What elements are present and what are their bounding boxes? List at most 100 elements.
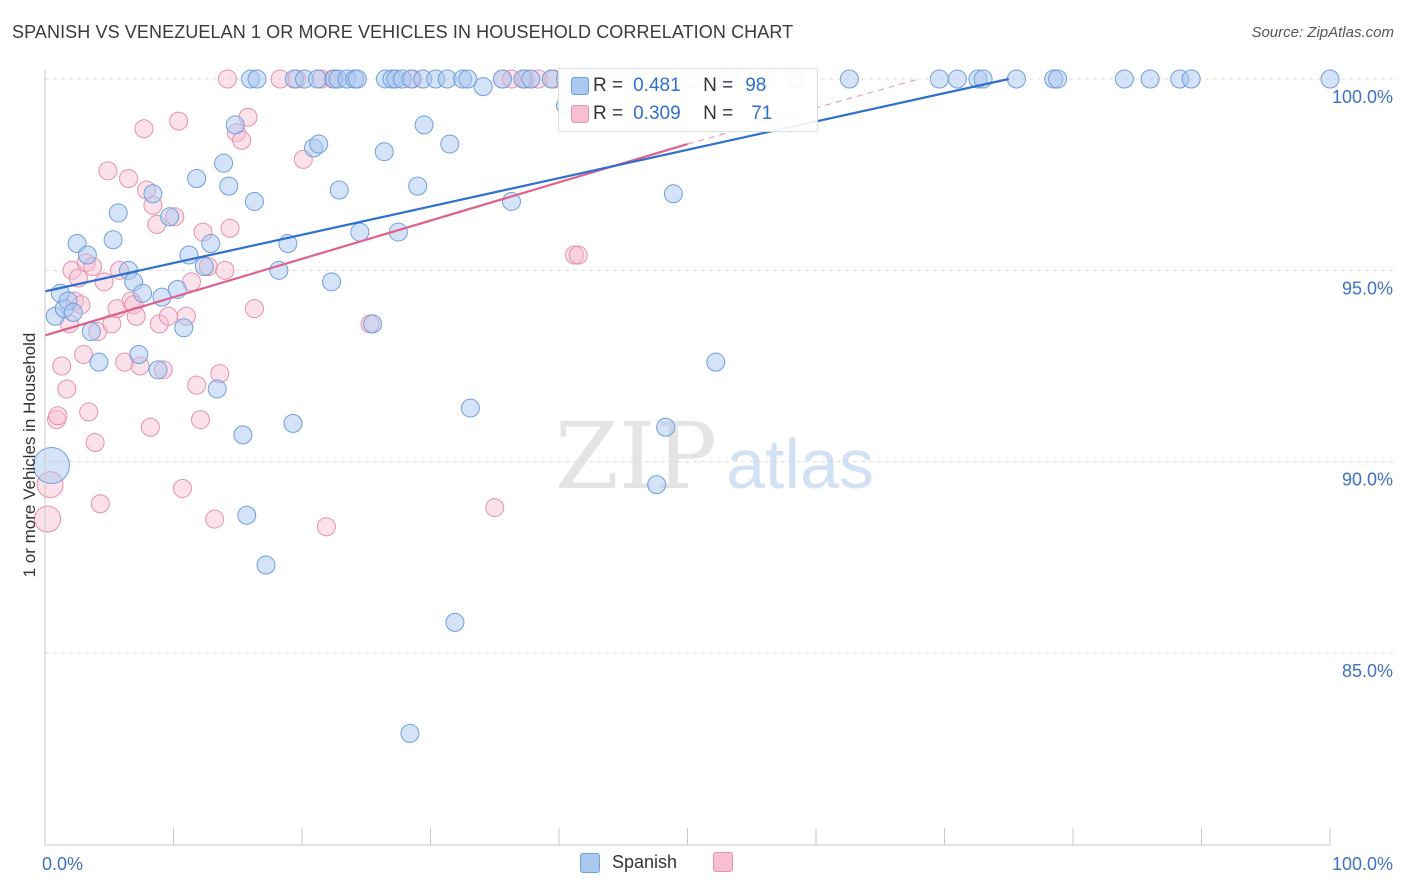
spanish-point: [492, 69, 512, 89]
spanish-point: [194, 257, 214, 277]
y-tick-label: 95.0%: [1342, 278, 1393, 298]
spanish-point: [473, 77, 493, 97]
legend-label-spanish: Spanish: [612, 852, 678, 872]
x-tick-label: 0.0%: [42, 854, 83, 874]
spanish-point: [1320, 69, 1340, 89]
y-axis-label: 1 or more Vehicles in Household: [20, 332, 39, 578]
venezuelan-point: [205, 509, 225, 529]
spanish-point: [174, 318, 194, 338]
spanish-point: [1181, 69, 1201, 89]
spanish-swatch: [580, 852, 600, 873]
spanish-point: [414, 115, 434, 135]
spanish-point: [1006, 69, 1026, 89]
spanish-point: [947, 69, 967, 89]
venezuelan-point: [187, 375, 207, 395]
venezuelan-point: [568, 245, 588, 265]
spanish-point: [247, 69, 267, 89]
spanish-trend-line: [44, 77, 1009, 293]
n-label: N =: [703, 103, 734, 124]
spanish-point: [201, 234, 221, 254]
watermark-zip: ZIP: [555, 403, 717, 510]
spanish-r-value: 0.481: [633, 75, 681, 96]
legend-item-spanish[interactable]: Spanish: [580, 852, 677, 873]
spanish-point: [244, 191, 264, 211]
spanish-point: [129, 345, 149, 365]
venezuelan-point: [220, 218, 240, 238]
y-tick-label: 85.0%: [1342, 661, 1393, 681]
spanish-point: [160, 207, 180, 227]
legend-item-venezuelans[interactable]: [713, 852, 745, 872]
spanish-point: [350, 222, 370, 242]
spanish-point: [219, 176, 239, 196]
trend-lines: [44, 77, 1009, 337]
spanish-point: [374, 142, 394, 162]
venezuelan-point: [316, 517, 336, 537]
venezuelan-point: [215, 260, 235, 280]
venezuelan-trend-extension: [687, 78, 919, 145]
venezuelan-point: [57, 379, 77, 399]
venezuelan-point: [90, 494, 110, 514]
spanish-point: [347, 69, 367, 89]
spanish-point: [225, 115, 245, 135]
venezuelan-point: [85, 433, 105, 453]
spanish-point: [322, 272, 342, 292]
n-label: N =: [703, 75, 734, 96]
watermark-atlas: atlas: [726, 425, 874, 503]
spanish-point: [1114, 69, 1134, 89]
spanish-point: [148, 360, 168, 380]
x-tick-label: 100.0%: [1332, 854, 1393, 874]
venezuelan-point: [34, 505, 62, 533]
spanish-point: [460, 398, 480, 418]
spanish-point: [214, 153, 234, 173]
y-tick-label: 90.0%: [1342, 470, 1393, 490]
spanish-point: [256, 555, 276, 575]
spanish-point: [521, 69, 541, 89]
spanish-point: [400, 723, 420, 743]
spanish-point: [929, 69, 949, 89]
spanish-point: [133, 283, 153, 303]
venezuelan-point: [158, 306, 178, 326]
venezuelan-n-value: 71: [751, 103, 773, 124]
r-label: R =: [593, 75, 624, 96]
venezuelan-point: [52, 356, 72, 376]
source-label: Source: ZipAtlas.com: [1251, 24, 1394, 41]
venezuelan-point: [140, 417, 160, 437]
spanish-point: [663, 184, 683, 204]
venezuelan-point: [217, 69, 237, 89]
spanish-point: [363, 314, 383, 334]
venezuelan-point: [169, 111, 189, 131]
correlation-legend: R = 0.481 N = 98 R = 0.309 N = 71: [558, 68, 818, 132]
spanish-point: [329, 180, 349, 200]
venezuelan-point: [74, 345, 94, 365]
spanish-point: [1140, 69, 1160, 89]
spanish-point: [440, 134, 460, 154]
spanish-point: [187, 168, 207, 188]
grid: 85.0% 90.0% 95.0% 100.0%: [45, 78, 1394, 681]
spanish-point: [1048, 69, 1068, 89]
bottom-legend: Spanish: [0, 852, 1406, 878]
spanish-swatch: [571, 77, 589, 95]
venezuelan-point: [98, 161, 118, 181]
r-label: R =: [593, 103, 624, 124]
spanish-point: [103, 230, 123, 250]
axes: 0.0% 100.0%: [42, 70, 1393, 874]
spanish-point: [408, 176, 428, 196]
spanish-point: [77, 245, 97, 265]
spanish-point: [307, 69, 327, 89]
spanish-point: [32, 446, 70, 484]
venezuelan-point: [190, 410, 210, 430]
spanish-point: [143, 184, 163, 204]
spanish-point: [656, 417, 676, 437]
venezuelan-point: [485, 498, 505, 518]
venezuelan-point: [94, 272, 114, 292]
spanish-point: [458, 69, 478, 89]
spanish-point: [237, 505, 257, 525]
spanish-point: [283, 413, 303, 433]
y-tick-label: 100.0%: [1332, 87, 1393, 107]
venezuelan-r-value: 0.309: [633, 103, 681, 124]
venezuelan-swatch: [713, 852, 733, 872]
venezuelan-point: [79, 402, 99, 422]
spanish-point: [647, 475, 667, 495]
spanish-point: [63, 302, 83, 322]
venezuelan-point: [172, 478, 192, 498]
